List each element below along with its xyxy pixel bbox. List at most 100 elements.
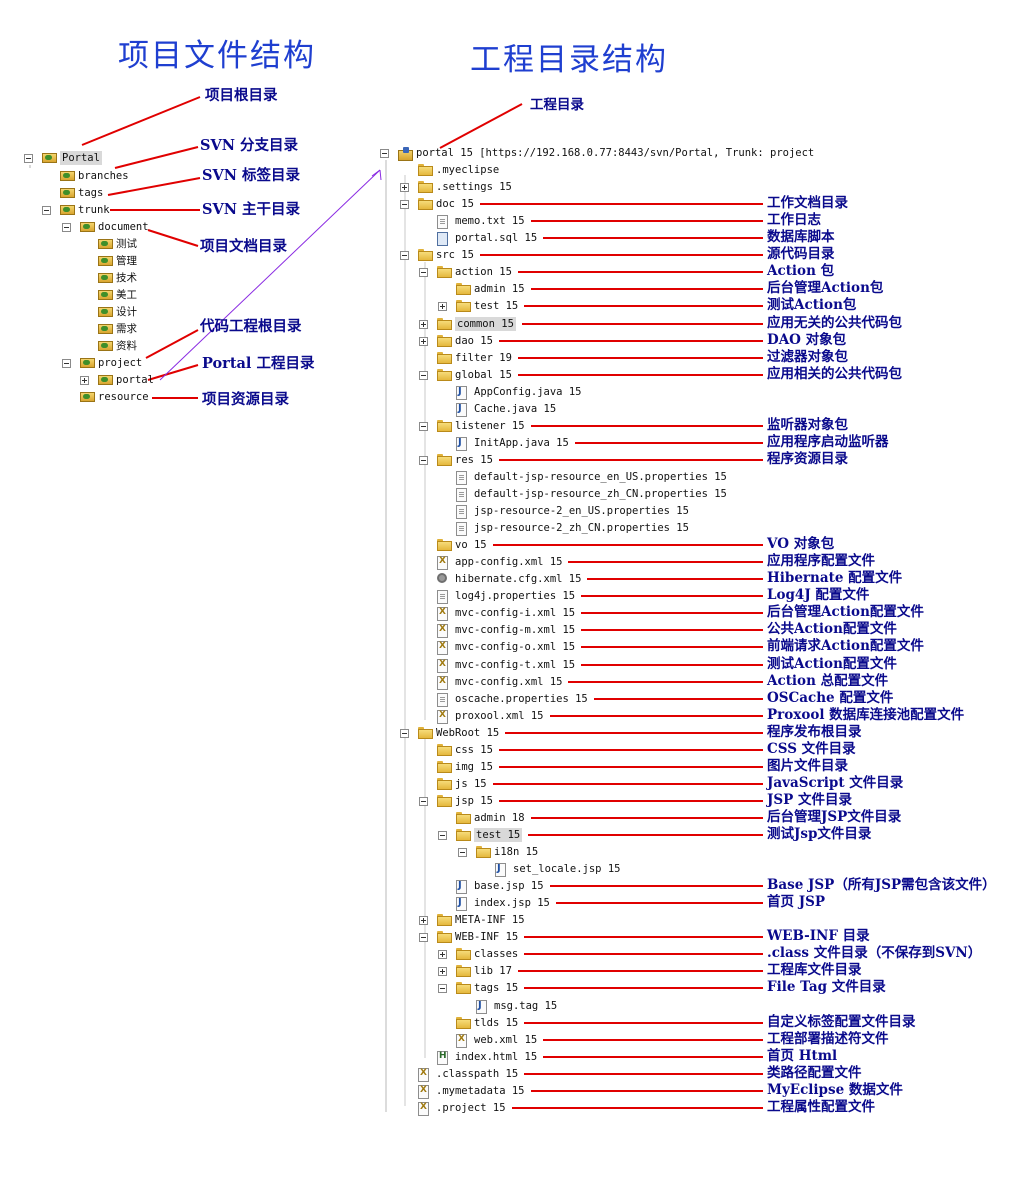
right-tree-collapse-toggle[interactable]	[419, 933, 428, 942]
right-tree-collapse-toggle[interactable]	[400, 200, 409, 209]
right-tree-node-label[interactable]: mvc-config-m.xml 15	[455, 624, 576, 636]
left-tree-node-label[interactable]: branches	[78, 170, 129, 182]
right-tree-node-label[interactable]: AppConfig.java 15	[474, 386, 582, 398]
left-tree-node-label[interactable]: portal	[116, 374, 154, 386]
right-tree-node-label[interactable]: memo.txt 15	[455, 215, 525, 227]
left-tree-node-label[interactable]: project	[98, 357, 143, 369]
right-tree-node-label[interactable]: index.html 15	[455, 1051, 538, 1063]
right-tree-node-label[interactable]: common 15	[455, 317, 516, 331]
right-tree-node-label[interactable]: default-jsp-resource_zh_CN.properties 15	[474, 488, 727, 500]
right-tree-node-label[interactable]: WEB-INF 15	[455, 931, 519, 943]
right-tree-node-label[interactable]: .myeclipse	[436, 164, 500, 176]
left-tree-node-label[interactable]: 技术	[116, 272, 137, 284]
right-tree-node-label[interactable]: admin 15	[474, 283, 525, 295]
right-tree-node-label[interactable]: portal.sql 15	[455, 232, 538, 244]
right-tree-node-label[interactable]: WebRoot 15	[436, 727, 500, 739]
right-tree-node-label[interactable]: jsp-resource-2_zh_CN.properties 15	[474, 522, 689, 534]
right-tree-node-label[interactable]: vo 15	[455, 539, 487, 551]
right-tree-node-label[interactable]: app-config.xml 15	[455, 556, 563, 568]
left-tree-node-label[interactable]: tags	[78, 187, 104, 199]
right-tree-expand-toggle[interactable]	[400, 183, 409, 192]
right-tree-collapse-toggle[interactable]	[419, 371, 428, 380]
right-tree-expand-toggle[interactable]	[419, 916, 428, 925]
right-tree-node-label[interactable]: css 15	[455, 744, 493, 756]
right-tree-node-label[interactable]: InitApp.java 15	[474, 437, 569, 449]
right-tree-node-label[interactable]: .classpath 15	[436, 1068, 519, 1080]
xml-file-icon	[456, 1034, 467, 1048]
right-tree-node-label[interactable]: img 15	[455, 761, 493, 773]
right-tree-node-label[interactable]: test 15	[474, 300, 519, 312]
right-tree-collapse-toggle[interactable]	[458, 848, 467, 857]
right-tree-node-label[interactable]: admin 18	[474, 812, 525, 824]
right-tree-node-label[interactable]: .project 15	[436, 1102, 506, 1114]
right-tree-node-label[interactable]: mvc-config-t.xml 15	[455, 659, 576, 671]
right-tree-collapse-toggle[interactable]	[438, 831, 447, 840]
right-tree-node-label[interactable]: lib 17	[474, 965, 512, 977]
right-tree-node-label[interactable]: listener 15	[455, 420, 525, 432]
right-annotation-label: 首页 JSP	[767, 894, 825, 910]
right-tree-node-label[interactable]: dao 15	[455, 335, 493, 347]
right-tree-expand-toggle[interactable]	[438, 950, 447, 959]
right-tree-node-label[interactable]: test 15	[474, 828, 523, 842]
right-tree-node-label[interactable]: mvc-config.xml 15	[455, 676, 563, 688]
right-tree-node-label[interactable]: msg.tag 15	[494, 1000, 558, 1012]
right-tree-node-label[interactable]: .settings 15	[436, 181, 512, 193]
left-tree-node-label[interactable]: trunk	[78, 204, 110, 216]
left-tree-node-label[interactable]: 资料	[116, 340, 137, 352]
right-tree-node-label[interactable]: default-jsp-resource_en_US.properties 15	[474, 471, 727, 483]
right-tree-node-label[interactable]: Cache.java 15	[474, 403, 557, 415]
right-tree-expand-toggle[interactable]	[419, 320, 428, 329]
right-tree-node-label[interactable]: set_locale.jsp 15	[513, 863, 621, 875]
right-tree-node-label[interactable]: mvc-config-i.xml 15	[455, 607, 576, 619]
right-tree-node-label[interactable]: res 15	[455, 454, 493, 466]
right-tree-collapse-toggle[interactable]	[380, 149, 389, 158]
right-tree-node-label[interactable]: classes	[474, 948, 519, 960]
right-tree-node-label[interactable]: index.jsp 15	[474, 897, 550, 909]
left-tree-expand-toggle[interactable]	[80, 376, 89, 385]
right-tree-node-label[interactable]: proxool.xml 15	[455, 710, 544, 722]
right-tree-expand-toggle[interactable]	[438, 302, 447, 311]
right-tree-node-label[interactable]: portal 15 [https://192.168.0.77:8443/svn…	[416, 147, 815, 159]
left-tree-collapse-toggle[interactable]	[62, 223, 71, 232]
right-tree-node-label[interactable]: base.jsp 15	[474, 880, 544, 892]
right-tree-node-label[interactable]: log4j.properties 15	[455, 590, 576, 602]
left-tree-node-label[interactable]: 设计	[116, 306, 137, 318]
right-tree-collapse-toggle[interactable]	[419, 422, 428, 431]
right-tree-collapse-toggle[interactable]	[438, 984, 447, 993]
right-tree-node-label[interactable]: i18n 15	[494, 846, 539, 858]
right-tree-expand-toggle[interactable]	[419, 337, 428, 346]
right-tree-node-label[interactable]: oscache.properties 15	[455, 693, 588, 705]
left-tree-collapse-toggle[interactable]	[24, 154, 33, 163]
right-tree-node-label[interactable]: mvc-config-o.xml 15	[455, 641, 576, 653]
right-tree-node-label[interactable]: jsp-resource-2_en_US.properties 15	[474, 505, 689, 517]
left-tree-node-label[interactable]: 美工	[116, 289, 137, 301]
right-tree-node-label[interactable]: web.xml 15	[474, 1034, 538, 1046]
right-tree-node-label[interactable]: doc 15	[436, 198, 474, 210]
left-tree-node-label[interactable]: 需求	[116, 323, 137, 335]
right-tree-node-label[interactable]: tlds 15	[474, 1017, 519, 1029]
right-annotation-label: 工程属性配置文件	[767, 1099, 875, 1115]
right-tree-collapse-toggle[interactable]	[419, 456, 428, 465]
left-tree-node-label[interactable]: document	[98, 221, 149, 233]
right-tree-node-label[interactable]: global 15	[455, 369, 512, 381]
right-tree-collapse-toggle[interactable]	[419, 268, 428, 277]
right-tree-node-label[interactable]: action 15	[455, 266, 512, 278]
left-tree-node-label[interactable]: 测试	[116, 238, 137, 250]
right-tree-node-label[interactable]: tags 15	[474, 982, 519, 994]
right-tree-node-label[interactable]: jsp 15	[455, 795, 493, 807]
left-tree-collapse-toggle[interactable]	[62, 359, 71, 368]
right-tree-node-label[interactable]: filter 19	[455, 352, 512, 364]
left-tree-node-label[interactable]: 管理	[116, 255, 137, 267]
right-tree-node-label[interactable]: META-INF 15	[455, 914, 525, 926]
right-tree-collapse-toggle[interactable]	[419, 797, 428, 806]
left-tree-node-label[interactable]: Portal	[60, 151, 102, 165]
left-tree-collapse-toggle[interactable]	[42, 206, 51, 215]
right-tree-expand-toggle[interactable]	[438, 967, 447, 976]
right-tree-collapse-toggle[interactable]	[400, 251, 409, 260]
right-tree-node-label[interactable]: src 15	[436, 249, 474, 261]
right-tree-node-label[interactable]: js 15	[455, 778, 487, 790]
right-tree-node-label[interactable]: hibernate.cfg.xml 15	[455, 573, 582, 585]
right-tree-node-label[interactable]: .mymetadata 15	[436, 1085, 525, 1097]
right-tree-collapse-toggle[interactable]	[400, 729, 409, 738]
left-tree-node-label[interactable]: resource	[98, 391, 149, 403]
